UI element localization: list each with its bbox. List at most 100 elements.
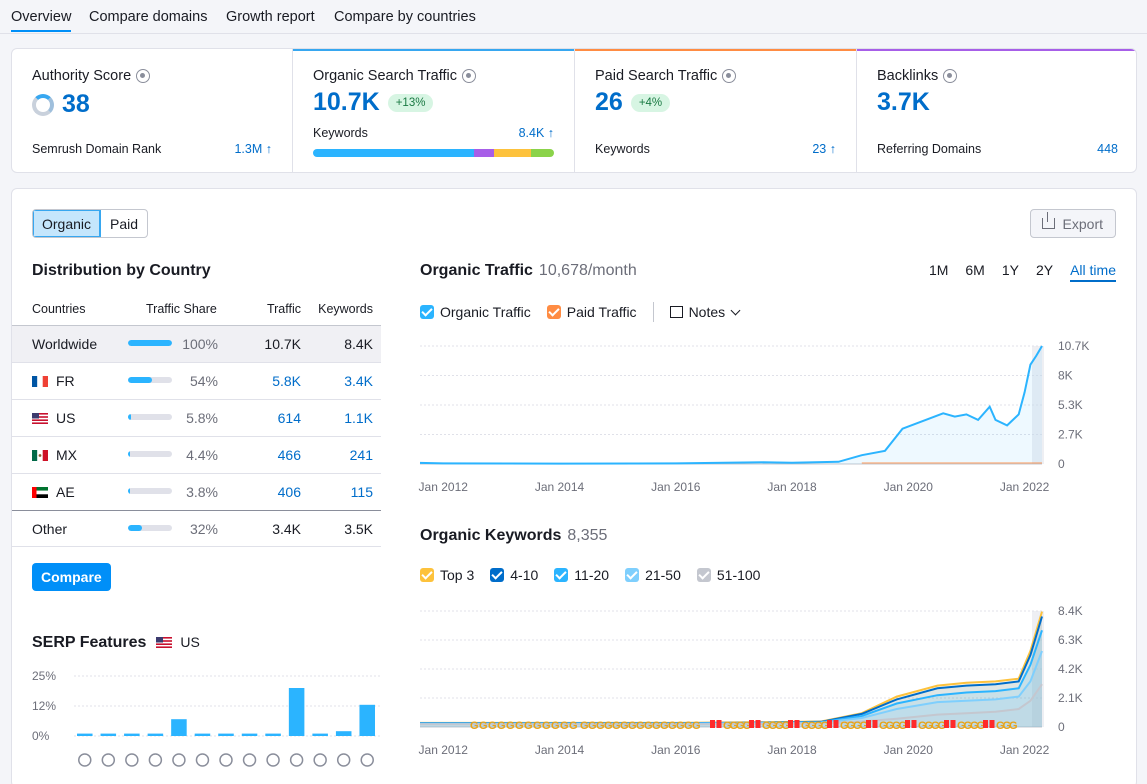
traffic-value[interactable]: 466 bbox=[277, 447, 301, 463]
serp-bar-people-also-ask[interactable] bbox=[359, 704, 375, 736]
google-update-marker[interactable]: G bbox=[560, 720, 569, 732]
update-flag-marker[interactable] bbox=[794, 720, 800, 728]
traffic-value[interactable]: 406 bbox=[277, 484, 301, 500]
serp-bar-images[interactable] bbox=[288, 688, 305, 736]
google-update-marker[interactable]: G bbox=[899, 720, 908, 732]
google-update-marker[interactable]: G bbox=[970, 720, 979, 732]
google-update-marker[interactable]: G bbox=[497, 720, 506, 732]
google-update-marker[interactable]: G bbox=[775, 720, 784, 732]
google-update-marker[interactable]: G bbox=[506, 720, 515, 732]
serp-bar-video[interactable] bbox=[218, 733, 234, 736]
legend-51-100[interactable]: 51-100 bbox=[696, 567, 760, 583]
toggle-paid[interactable]: Paid bbox=[110, 216, 139, 232]
google-update-marker[interactable]: G bbox=[488, 720, 497, 732]
google-update-marker[interactable]: G bbox=[821, 720, 830, 732]
google-update-marker[interactable]: G bbox=[808, 720, 817, 732]
google-update-marker[interactable]: G bbox=[676, 720, 685, 732]
google-update-marker[interactable]: G bbox=[524, 720, 533, 732]
range-6m[interactable]: 6M bbox=[965, 262, 985, 278]
update-flag-marker[interactable] bbox=[866, 720, 871, 728]
keywords-value[interactable]: 241 bbox=[349, 447, 373, 463]
serp-bar-local-pack[interactable] bbox=[100, 733, 117, 736]
google-update-marker[interactable]: G bbox=[1009, 720, 1018, 732]
update-flag-marker[interactable] bbox=[872, 720, 878, 728]
google-update-marker[interactable]: G bbox=[853, 720, 862, 732]
google-update-marker[interactable]: G bbox=[736, 720, 745, 732]
table-row[interactable]: MX 4.4% 466 241 bbox=[12, 436, 381, 473]
update-flag-marker[interactable] bbox=[944, 720, 949, 728]
domain-rank-value[interactable]: 1.3M ↑ bbox=[234, 142, 272, 156]
info-icon[interactable] bbox=[722, 69, 737, 83]
update-flag-marker[interactable] bbox=[749, 720, 754, 728]
range-all-time[interactable]: All time bbox=[1070, 262, 1116, 282]
traffic-value[interactable]: 614 bbox=[277, 410, 301, 426]
table-row[interactable]: US 5.8% 614 1.1K bbox=[12, 399, 381, 436]
range-2y[interactable]: 2Y bbox=[1035, 262, 1054, 278]
google-update-marker[interactable]: G bbox=[769, 720, 778, 732]
legend-21-50[interactable]: 21-50 bbox=[625, 567, 681, 583]
range-1y[interactable]: 1Y bbox=[1001, 262, 1019, 278]
tab-compare-domains[interactable]: Compare domains bbox=[89, 9, 208, 25]
google-update-marker[interactable]: G bbox=[931, 720, 940, 732]
tab-overview[interactable]: Overview bbox=[11, 9, 72, 32]
google-update-marker[interactable]: G bbox=[847, 720, 856, 732]
google-update-marker[interactable]: G bbox=[860, 720, 869, 732]
info-icon[interactable] bbox=[462, 69, 476, 83]
google-update-marker[interactable]: G bbox=[762, 720, 771, 732]
google-update-marker[interactable]: G bbox=[918, 720, 927, 732]
serp-bar-carousel[interactable] bbox=[312, 733, 328, 736]
google-update-marker[interactable]: G bbox=[551, 720, 560, 732]
table-row[interactable]: FR 54% 5.8K 3.4K bbox=[12, 362, 381, 399]
google-update-marker[interactable]: G bbox=[620, 720, 629, 732]
google-update-marker[interactable]: G bbox=[604, 720, 613, 732]
update-flag-marker[interactable] bbox=[905, 720, 910, 728]
serp-bar-top-stories[interactable] bbox=[265, 733, 281, 736]
google-update-marker[interactable]: G bbox=[542, 720, 551, 732]
google-update-marker[interactable]: G bbox=[644, 720, 653, 732]
google-update-marker[interactable]: G bbox=[569, 720, 578, 732]
update-flag-marker[interactable] bbox=[833, 720, 839, 728]
google-update-marker[interactable]: G bbox=[652, 720, 661, 732]
toggle-organic[interactable]: Organic bbox=[33, 210, 102, 237]
google-update-marker[interactable]: G bbox=[588, 720, 597, 732]
google-update-marker[interactable]: G bbox=[814, 720, 823, 732]
update-flag-marker[interactable] bbox=[710, 720, 715, 728]
update-flag-marker[interactable] bbox=[755, 720, 761, 728]
update-flag-marker[interactable] bbox=[827, 720, 832, 728]
google-update-marker[interactable]: G bbox=[692, 720, 701, 732]
compare-button[interactable]: Compare bbox=[32, 563, 111, 591]
serp-bar-knowledge-panel[interactable] bbox=[77, 733, 93, 736]
export-button[interactable]: Export bbox=[1029, 209, 1116, 238]
google-update-marker[interactable]: G bbox=[730, 720, 739, 732]
legend-organic-traffic[interactable]: Organic Traffic bbox=[420, 304, 531, 320]
google-update-marker[interactable]: G bbox=[1003, 720, 1012, 732]
google-update-marker[interactable]: G bbox=[964, 720, 973, 732]
google-update-marker[interactable]: G bbox=[628, 720, 637, 732]
serp-bar-video-carousel[interactable] bbox=[241, 733, 258, 736]
google-update-marker[interactable]: G bbox=[892, 720, 901, 732]
google-update-marker[interactable]: G bbox=[668, 720, 677, 732]
google-update-marker[interactable]: G bbox=[612, 720, 621, 732]
paid-keywords-value[interactable]: 23 ↑ bbox=[812, 142, 836, 156]
table-row[interactable]: Other 32% 3.4K 3.5K bbox=[12, 510, 381, 547]
keywords-value[interactable]: 115 bbox=[350, 484, 373, 500]
serp-bar-faq[interactable] bbox=[335, 731, 352, 736]
range-1m[interactable]: 1M bbox=[928, 262, 949, 278]
serp-bar-reviews[interactable] bbox=[194, 733, 211, 736]
tab-growth-report[interactable]: Growth report bbox=[226, 9, 315, 25]
google-update-marker[interactable]: G bbox=[886, 720, 895, 732]
google-update-marker[interactable]: G bbox=[684, 720, 693, 732]
google-update-marker[interactable]: G bbox=[596, 720, 605, 732]
google-update-marker[interactable]: G bbox=[840, 720, 849, 732]
update-flag-marker[interactable] bbox=[911, 720, 917, 728]
keywords-value[interactable]: 3.4K bbox=[344, 373, 373, 389]
serp-country[interactable]: US bbox=[156, 634, 200, 650]
google-update-marker[interactable]: G bbox=[515, 720, 524, 732]
google-update-marker[interactable]: G bbox=[580, 720, 589, 732]
google-update-marker[interactable]: G bbox=[879, 720, 888, 732]
update-flag-marker[interactable] bbox=[989, 720, 995, 728]
table-row[interactable]: Worldwide 100% 10.7K 8.4K bbox=[12, 325, 381, 362]
legend-paid-traffic[interactable]: Paid Traffic bbox=[546, 304, 637, 320]
google-update-marker[interactable]: G bbox=[938, 720, 947, 732]
update-flag-marker[interactable] bbox=[983, 720, 988, 728]
